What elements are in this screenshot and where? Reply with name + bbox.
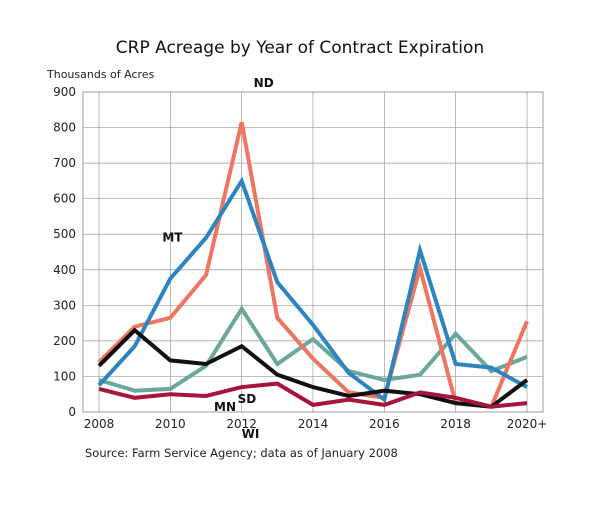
y-tick-label: 900 <box>53 85 76 99</box>
series-labels: MN ND MT SD WI <box>162 76 273 441</box>
y-tick-label: 100 <box>53 369 76 383</box>
y-tick-label: 600 <box>53 192 76 206</box>
y-tick-label: 800 <box>53 121 76 135</box>
x-tick-label: 2012 <box>226 417 257 431</box>
series-label-mt: MT <box>162 231 183 245</box>
y-tick-label: 400 <box>53 263 76 277</box>
x-tick-label: 2020+ <box>507 417 548 431</box>
y-tick-label: 700 <box>53 156 76 170</box>
x-tick-label: 2010 <box>155 417 186 431</box>
series-line-mn <box>98 305 528 393</box>
series-lines <box>97 121 529 409</box>
x-tick-label: 2008 <box>84 417 115 431</box>
source-note: Source: Farm Service Agency; data as of … <box>85 446 398 460</box>
y-axis-unit-label: Thousands of Acres <box>47 68 155 81</box>
y-tick-label: 200 <box>53 334 76 348</box>
x-tick-label: 2016 <box>369 417 400 431</box>
series-label-mn: MN <box>214 400 236 414</box>
chart-title: CRP Acreage by Year of Contract Expirati… <box>115 38 485 58</box>
series-line-wi <box>98 381 528 409</box>
y-tick-label: 300 <box>53 298 76 312</box>
series-label-wi: WI <box>242 427 260 441</box>
series-line-sd <box>97 327 529 409</box>
series-line-mt <box>97 176 528 404</box>
x-tick-label: 2014 <box>298 417 329 431</box>
y-tick-label: 0 <box>68 405 76 419</box>
series-label-nd: ND <box>254 76 274 90</box>
x-tick-labels: 2008 2010 2012 2014 2016 2018 2020+ <box>84 417 548 431</box>
x-tick-label: 2018 <box>440 417 471 431</box>
y-tick-label: 500 <box>53 227 76 241</box>
y-tick-labels: 0 100 200 300 400 500 600 700 800 900 <box>53 85 76 419</box>
series-label-sd: SD <box>238 392 257 406</box>
